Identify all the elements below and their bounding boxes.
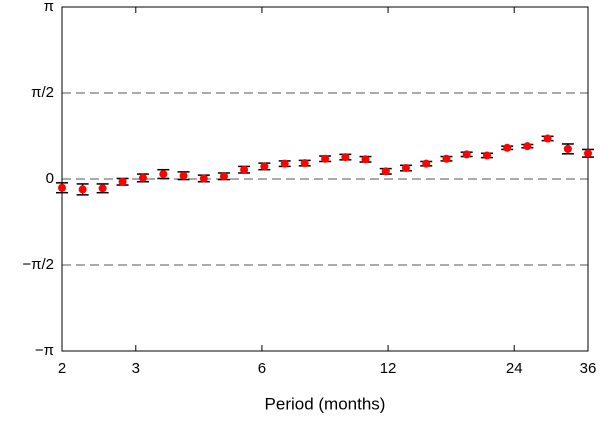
point [260, 162, 269, 171]
x-tick-label: 3 [132, 360, 140, 377]
x-axis-label: Period (months) [265, 394, 386, 413]
point [78, 185, 87, 194]
point [381, 167, 390, 176]
plot-frame [61, 6, 589, 352]
x-tick-label: 24 [506, 360, 523, 377]
point [361, 155, 370, 164]
point [442, 154, 451, 163]
point [300, 159, 309, 168]
point [240, 165, 249, 174]
point [159, 170, 168, 179]
point [523, 142, 532, 151]
point [280, 159, 289, 168]
point [341, 153, 350, 162]
point [584, 149, 592, 158]
y-tick-label: −π/2 [22, 256, 54, 273]
point [118, 177, 127, 186]
y-tick-label: π [44, 0, 54, 15]
x-tick-label: 6 [258, 360, 266, 377]
point [482, 151, 491, 160]
point [401, 164, 410, 173]
point [199, 174, 208, 183]
point [563, 144, 572, 153]
point [422, 159, 431, 168]
x-tick-label: 12 [380, 360, 397, 377]
y-tick-label: 0 [46, 170, 54, 187]
y-tick-label: −π [35, 342, 54, 359]
x-tick-label: 36 [580, 360, 597, 377]
point [138, 173, 147, 182]
point [321, 154, 330, 163]
point [219, 172, 228, 181]
point [462, 150, 471, 159]
x-tick-label: 2 [58, 360, 66, 377]
point [543, 134, 552, 143]
point [58, 183, 66, 192]
y-tick-label: π/2 [31, 84, 54, 101]
point [503, 143, 512, 152]
point [98, 184, 107, 193]
point [179, 171, 188, 180]
